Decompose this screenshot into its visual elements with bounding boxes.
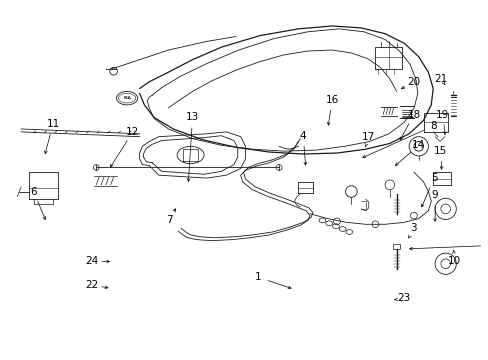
Text: 13: 13	[185, 112, 199, 122]
Text: 19: 19	[435, 109, 448, 120]
Text: 1: 1	[254, 272, 261, 282]
Text: 24: 24	[84, 256, 98, 266]
Text: 7: 7	[166, 215, 172, 225]
Text: 18: 18	[407, 109, 420, 120]
Text: 9: 9	[431, 190, 438, 201]
Text: 4: 4	[299, 131, 306, 141]
Text: 22: 22	[84, 280, 98, 290]
Text: 14: 14	[411, 140, 425, 150]
Text: 16: 16	[325, 95, 338, 105]
Text: 11: 11	[46, 119, 60, 129]
Text: 23: 23	[397, 293, 410, 303]
Text: 10: 10	[447, 256, 460, 266]
Text: 2: 2	[487, 240, 488, 251]
Text: 5: 5	[430, 173, 437, 183]
Text: 6: 6	[30, 186, 37, 197]
Text: 15: 15	[433, 146, 447, 156]
Text: 3: 3	[410, 223, 416, 233]
Text: 21: 21	[433, 74, 447, 84]
Polygon shape	[392, 244, 400, 249]
Text: 8: 8	[429, 121, 436, 131]
Text: 20: 20	[407, 77, 420, 87]
Text: KIA: KIA	[123, 96, 131, 100]
Text: 17: 17	[361, 132, 375, 142]
Text: 12: 12	[126, 127, 139, 137]
